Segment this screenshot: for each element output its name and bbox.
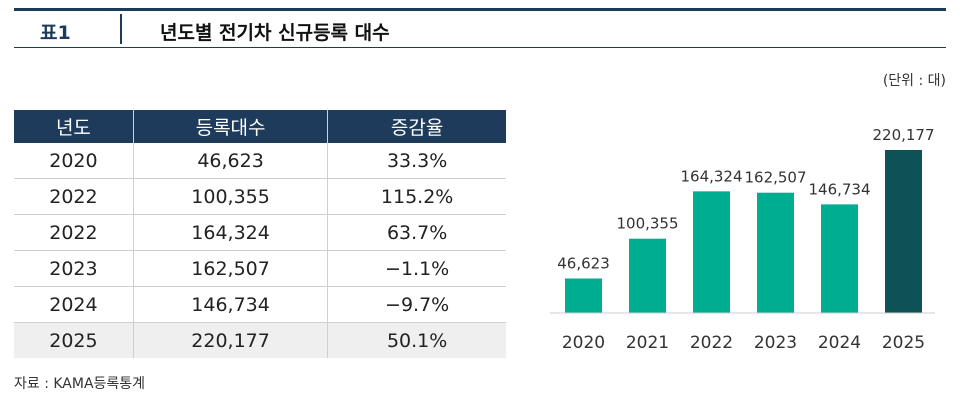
cell-rate: 50.1% [327, 322, 506, 358]
value-label-2020: 46,623 [557, 254, 610, 272]
registration-table: 년도 등록대수 증감율 2020 46,623 33.3% 2022 100,3… [14, 110, 506, 358]
cell-year: 2022 [14, 214, 134, 251]
cell-year: 2022 [14, 178, 134, 215]
category-label-2021: 2021 [626, 333, 669, 353]
cell-rate: 63.7% [327, 214, 506, 251]
bar-2023 [757, 192, 794, 313]
bar-2021 [629, 238, 666, 313]
table-row: 2022 100,355 115.2% [14, 178, 506, 215]
table-number-tag: 표1 [40, 22, 71, 44]
table-row: 2020 46,623 33.3% [14, 143, 506, 179]
header-separator [120, 14, 122, 44]
value-label-2022: 164,324 [680, 167, 742, 185]
cell-rate: 33.3% [327, 143, 506, 179]
table-row: 2025 220,177 50.1% [14, 322, 506, 358]
bar-chart: 46,623 2020 100,355 2021 164,324 2022 162,507 2… [550, 126, 935, 353]
table-row: 2022 164,324 63.7% [14, 214, 506, 251]
unit-label: (단위 : 대) [882, 73, 946, 89]
category-label-2022: 2022 [690, 333, 733, 353]
table-row: 2023 162,507 −1.1% [14, 250, 506, 287]
cell-count: 220,177 [132, 322, 328, 358]
cell-rate: 115.2% [327, 178, 506, 215]
category-label-2025: 2025 [882, 333, 925, 353]
category-label-2020: 2020 [562, 333, 605, 353]
cell-year: 2023 [14, 250, 134, 287]
cell-year: 2024 [14, 286, 134, 323]
page-title: 년도별 전기차 신규등록 대수 [160, 22, 390, 44]
bar-2022 [693, 191, 730, 313]
cell-count: 146,734 [132, 286, 328, 323]
cell-rate: −9.7% [327, 286, 506, 323]
header-bottom-rule [14, 47, 946, 48]
header-top-rule [14, 8, 946, 11]
bar-2024 [821, 204, 858, 313]
cell-count: 162,507 [132, 250, 328, 287]
cell-count: 46,623 [132, 143, 328, 179]
header-rate: 증감율 [327, 110, 506, 143]
cell-rate: −1.1% [327, 250, 506, 287]
cell-year: 2025 [14, 322, 134, 358]
header-year: 년도 [14, 110, 134, 143]
bar-2025 [885, 150, 922, 313]
value-label-2024: 146,734 [808, 180, 870, 198]
category-label-2023: 2023 [754, 333, 797, 353]
cell-count: 100,355 [132, 178, 328, 215]
category-label-2024: 2024 [818, 333, 861, 353]
source-note: 자료 : KAMA등록통계 [14, 376, 146, 392]
cell-year: 2020 [14, 143, 134, 179]
table-row: 2024 146,734 −9.7% [14, 286, 506, 323]
cell-count: 164,324 [132, 214, 328, 251]
value-label-2021: 100,355 [616, 215, 678, 233]
value-label-2023: 162,507 [744, 169, 806, 187]
bar-2020 [565, 278, 602, 313]
table-header-row: 년도 등록대수 증감율 [14, 110, 506, 143]
value-label-2025: 220,177 [872, 126, 934, 144]
header-count: 등록대수 [132, 110, 328, 143]
